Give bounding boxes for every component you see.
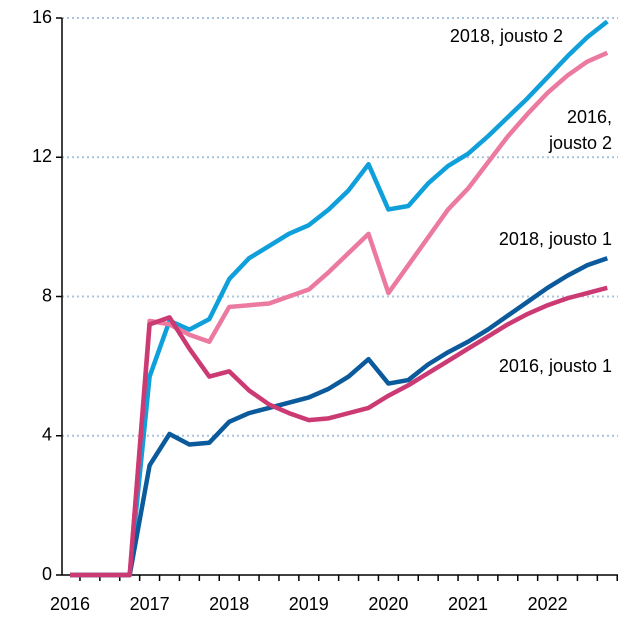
y-tick-label: 0 bbox=[42, 564, 52, 584]
series-label: 2018, jousto 2 bbox=[450, 26, 563, 46]
x-tick-label: 2016 bbox=[50, 594, 90, 614]
x-tick-label: 2017 bbox=[130, 594, 170, 614]
line-series bbox=[70, 285, 608, 578]
y-tick-label: 16 bbox=[32, 7, 52, 27]
x-tick-label: 2022 bbox=[528, 594, 568, 614]
series-label: 2016, jousto 1 bbox=[499, 356, 612, 376]
series-label: 2018, jousto 1 bbox=[499, 229, 612, 249]
y-tick-label: 12 bbox=[32, 146, 52, 166]
series-label-line: 2016, bbox=[567, 107, 612, 127]
y-tick-label: 4 bbox=[42, 425, 52, 445]
x-tick-label: 2018 bbox=[209, 594, 249, 614]
y-tick-label: 8 bbox=[42, 285, 52, 305]
x-tick-label: 2020 bbox=[368, 594, 408, 614]
series-label: 2016, jousto 2 bbox=[548, 107, 612, 153]
x-tick-label: 2021 bbox=[448, 594, 488, 614]
series-label-line: jousto 2 bbox=[548, 133, 612, 153]
line-series bbox=[70, 19, 609, 578]
line-series bbox=[70, 256, 609, 578]
x-tick-label: 2019 bbox=[289, 594, 329, 614]
